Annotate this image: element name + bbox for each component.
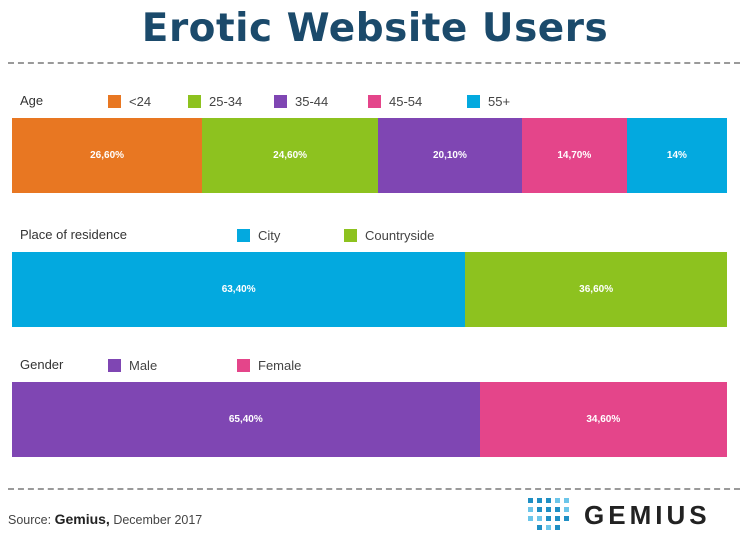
- legend-swatch: [237, 359, 250, 372]
- bar-segment: 65,40%: [12, 382, 480, 457]
- legend-label: Female: [258, 358, 302, 373]
- legend-item: <24: [108, 94, 151, 109]
- bar-segment: 36,60%: [465, 252, 727, 327]
- legend-label: 45-54: [389, 94, 423, 109]
- legend-swatch: [188, 95, 201, 108]
- legend-label: Countryside: [365, 228, 435, 243]
- legend-item: 25-34: [188, 94, 242, 109]
- legend-item: 35-44: [274, 94, 328, 109]
- legend-item: City: [237, 228, 280, 243]
- residence-bar: 63,40% 36,60%: [12, 252, 727, 327]
- gemius-dots-icon: [528, 498, 569, 530]
- source-name: Gemius,: [54, 511, 110, 527]
- bottom-divider: [8, 488, 740, 490]
- gender-bar: 65,40% 34,60%: [12, 382, 727, 457]
- data-label: 14%: [666, 150, 687, 161]
- legend-swatch: [368, 95, 381, 108]
- source-prefix: Source:: [8, 513, 52, 527]
- legend-label: 55+: [488, 94, 511, 109]
- section-label-age: Age: [20, 93, 44, 108]
- bar-segment: 63,40%: [12, 252, 466, 327]
- logo-text: GEMIUS: [584, 500, 711, 530]
- bar-segment: 26,60%: [12, 118, 203, 193]
- data-label: 36,60%: [579, 284, 614, 295]
- legend-swatch: [237, 229, 250, 242]
- legend-item: Female: [237, 358, 301, 373]
- gemius-logo: GEMIUS: [528, 496, 733, 532]
- legend-label: Male: [129, 358, 158, 373]
- legend-label: 35-44: [295, 94, 329, 109]
- section-label-residence: Place of residence: [20, 227, 127, 242]
- age-bar: 26,60% 24,60% 20,10% 14,70% 14%: [12, 118, 727, 193]
- section-label-gender: Gender: [20, 357, 64, 372]
- legend-label: <24: [129, 94, 152, 109]
- data-label: 24,60%: [273, 150, 308, 161]
- bar-segment: 14%: [626, 118, 727, 193]
- data-label: 14,70%: [557, 150, 592, 161]
- legend-swatch: [108, 359, 121, 372]
- source-date: December 2017: [113, 513, 203, 527]
- legend-item: 45-54: [368, 94, 422, 109]
- chart-title: Erotic Website Users: [141, 6, 609, 51]
- data-label: 63,40%: [221, 284, 256, 295]
- legend-item: Male: [108, 358, 157, 373]
- legend-item: Countryside: [344, 228, 434, 243]
- data-label: 26,60%: [90, 150, 125, 161]
- source-note: Source: Gemius, December 2017: [8, 511, 202, 527]
- legend-swatch: [274, 95, 287, 108]
- legend-swatch: [344, 229, 357, 242]
- data-label: 20,10%: [432, 150, 467, 161]
- legend-swatch: [108, 95, 121, 108]
- bar-segment: 14,70%: [521, 118, 627, 193]
- bar-segment: 20,10%: [378, 118, 522, 193]
- legend-item: 55+: [467, 94, 510, 109]
- data-label: 65,40%: [228, 414, 263, 425]
- bar-segment: 24,60%: [202, 118, 379, 193]
- bar-segment: 34,60%: [479, 382, 727, 457]
- top-divider: [8, 62, 740, 64]
- legend-swatch: [467, 95, 480, 108]
- legend-label: 25-34: [209, 94, 243, 109]
- data-label: 34,60%: [586, 414, 621, 425]
- legend-label: City: [258, 228, 281, 243]
